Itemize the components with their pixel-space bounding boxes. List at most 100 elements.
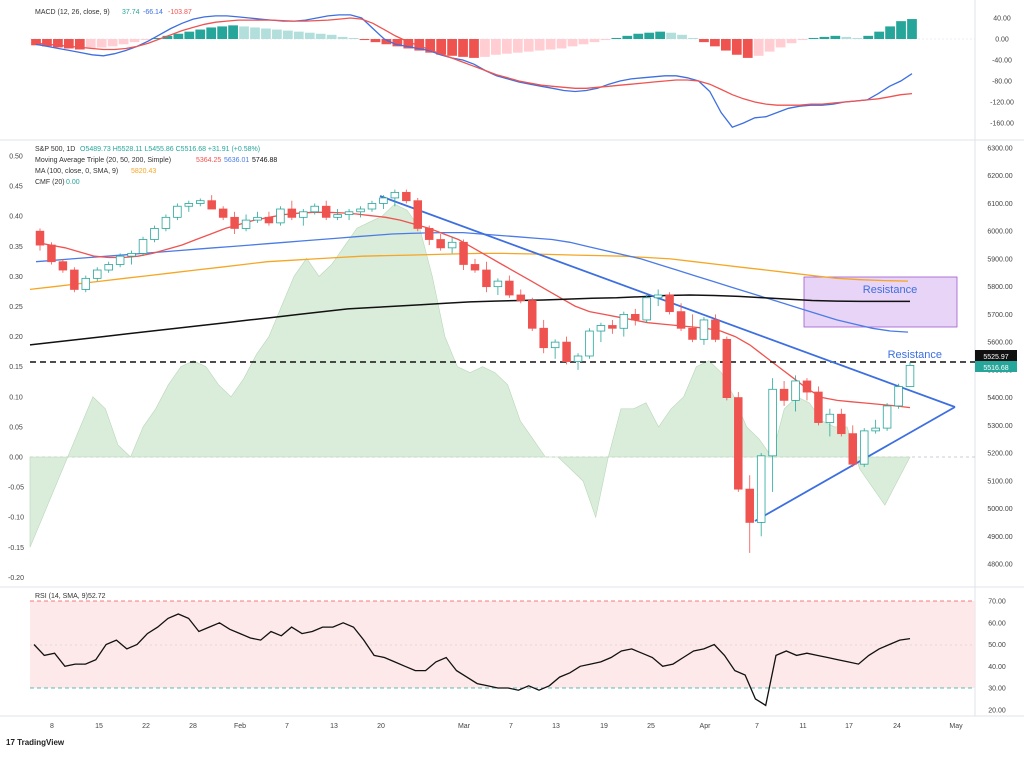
rsi-axis-tick: 40.00	[988, 664, 1006, 671]
macd-hist-bar	[797, 39, 808, 41]
macd-hist-bar	[720, 39, 731, 51]
x-axis-tick: Feb	[234, 723, 246, 730]
macd-hist-bar	[666, 32, 676, 39]
macd-hist-bar	[151, 37, 162, 39]
macd-hist-bar	[184, 31, 195, 39]
macd-axis: 40.00 0.00 -40.00 -80.00 -120.00 -160.00	[990, 16, 1014, 128]
candle-body	[253, 216, 262, 221]
rsi-band	[30, 601, 975, 688]
candle-body	[573, 355, 583, 362]
macd-axis-tick: -80.00	[992, 79, 1012, 86]
macd-hist-bar	[589, 39, 600, 43]
macd-hist-bar	[491, 39, 501, 55]
macd-hist-bar	[447, 39, 457, 56]
candle-body	[791, 380, 800, 401]
x-axis-tick: 20	[377, 723, 385, 730]
rsi-panel: RSI (14, SMA, 9) 52.72 70.00 60.00 50.00 40…	[30, 593, 1006, 714]
x-axis-tick: 19	[600, 723, 608, 730]
ma-triple-v1: 5364.25	[196, 157, 221, 164]
macd-hist-bar	[655, 31, 666, 39]
x-axis-tick: 11	[799, 723, 806, 730]
candle-body	[459, 241, 468, 265]
x-axis-tick: 7	[285, 723, 289, 730]
sma100-legend: MA (100, close, 0, SMA, 9)	[35, 168, 118, 175]
x-axis-tick: 13	[330, 723, 338, 730]
macd-hist-bar	[556, 39, 567, 49]
price-panel: 0.50 0.45 0.40 0.35 0.30 0.25 0.20 0.15 0.10 0.05…	[8, 146, 1017, 582]
candle-body	[390, 191, 400, 199]
price-axis-tick: 4900.00	[987, 534, 1012, 541]
candle-body	[482, 269, 491, 288]
price-axis-tick: 5200.00	[987, 451, 1012, 458]
macd-hist-bar	[534, 39, 545, 51]
x-axis-tick: 7	[755, 723, 759, 730]
macd-hist-bar	[907, 19, 917, 39]
price-axis-tick: 5300.00	[987, 423, 1012, 430]
candle-body	[402, 191, 411, 202]
tradingview-watermark: 17 TradingView	[6, 738, 64, 747]
candle-body	[882, 405, 892, 429]
candle-body	[825, 413, 835, 423]
cmf-area	[29, 203, 911, 548]
macd-hist-bar	[699, 39, 709, 43]
macd-hist-bar	[403, 39, 414, 49]
candle-body	[104, 264, 113, 271]
macd-hist-bar	[239, 26, 249, 39]
price-axis-tick: 6300.00	[987, 146, 1012, 153]
x-axis-tick: 8	[50, 723, 54, 730]
macd-hist-bar	[469, 39, 479, 58]
macd-hist-bar	[644, 32, 655, 39]
price-axis-tick: 5100.00	[987, 478, 1012, 485]
cmf-axis-tick: 0.40	[9, 214, 23, 221]
candle-body	[379, 197, 388, 204]
macd-hist-bar	[600, 39, 611, 41]
candle-body	[436, 239, 445, 249]
macd-hist-bar	[611, 37, 622, 39]
cmf-legend: CMF (20)	[35, 179, 65, 186]
x-axis-tick: 17	[845, 723, 853, 730]
candle-body	[344, 211, 354, 215]
price-legend-ohlc: O5489.73 H5528.11 L5455.86 C5516.68 +31.…	[80, 146, 260, 153]
macd-legend-v3: -103.87	[168, 9, 192, 16]
candle-body	[321, 205, 331, 218]
rsi-axis: 70.00 60.00 50.00 40.00 30.00 20.00	[988, 599, 1006, 715]
ma200-line	[29, 252, 909, 291]
tradingview-name: TradingView	[17, 738, 65, 747]
macd-hist-bar	[501, 39, 512, 54]
x-axis-tick: Apr	[700, 723, 712, 730]
macd-hist-bar	[74, 39, 85, 50]
candle-body	[276, 208, 285, 224]
candle-body	[859, 430, 869, 465]
candle-body	[653, 294, 663, 299]
candle-body	[207, 200, 216, 210]
candle-body	[837, 413, 846, 435]
candle-body	[516, 294, 526, 301]
candle-body	[299, 211, 308, 218]
candle-body	[734, 397, 743, 490]
candle-body	[848, 433, 858, 465]
macd-hist-bar	[622, 35, 633, 39]
candle-body	[665, 294, 674, 313]
candle-body	[173, 205, 182, 218]
cmf-axis: 0.50 0.45 0.40 0.35 0.30 0.25 0.20 0.15 0.10 0.05…	[8, 154, 24, 582]
price-axis-tick: 5700.00	[987, 312, 1012, 319]
signal-line	[35, 17, 913, 106]
price-tag-resistance: 5525.97	[983, 354, 1008, 361]
x-axis: 8 15 22 28 Feb 7 13 20 Mar 7 13 19 25 Apr 7 11 17 24 May	[50, 723, 963, 730]
ma20-line	[35, 211, 911, 409]
macd-hist-bar	[480, 39, 490, 57]
candle-body	[631, 313, 640, 321]
macd-axis-tick: -40.00	[992, 58, 1012, 65]
rsi-axis-tick: 50.00	[988, 642, 1006, 649]
macd-legend-v2: -66.14	[143, 9, 163, 16]
macd-hist-bar	[896, 21, 906, 39]
macd-hist-bar	[545, 39, 556, 50]
macd-line	[35, 14, 913, 128]
cmf-legend-value: 0.00	[66, 179, 80, 186]
candle-body	[138, 239, 148, 254]
macd-hist-bar	[567, 39, 578, 47]
candle-body	[585, 330, 594, 357]
macd-axis-tick: 40.00	[993, 16, 1011, 23]
price-tag-resistance-bg	[975, 350, 1017, 361]
